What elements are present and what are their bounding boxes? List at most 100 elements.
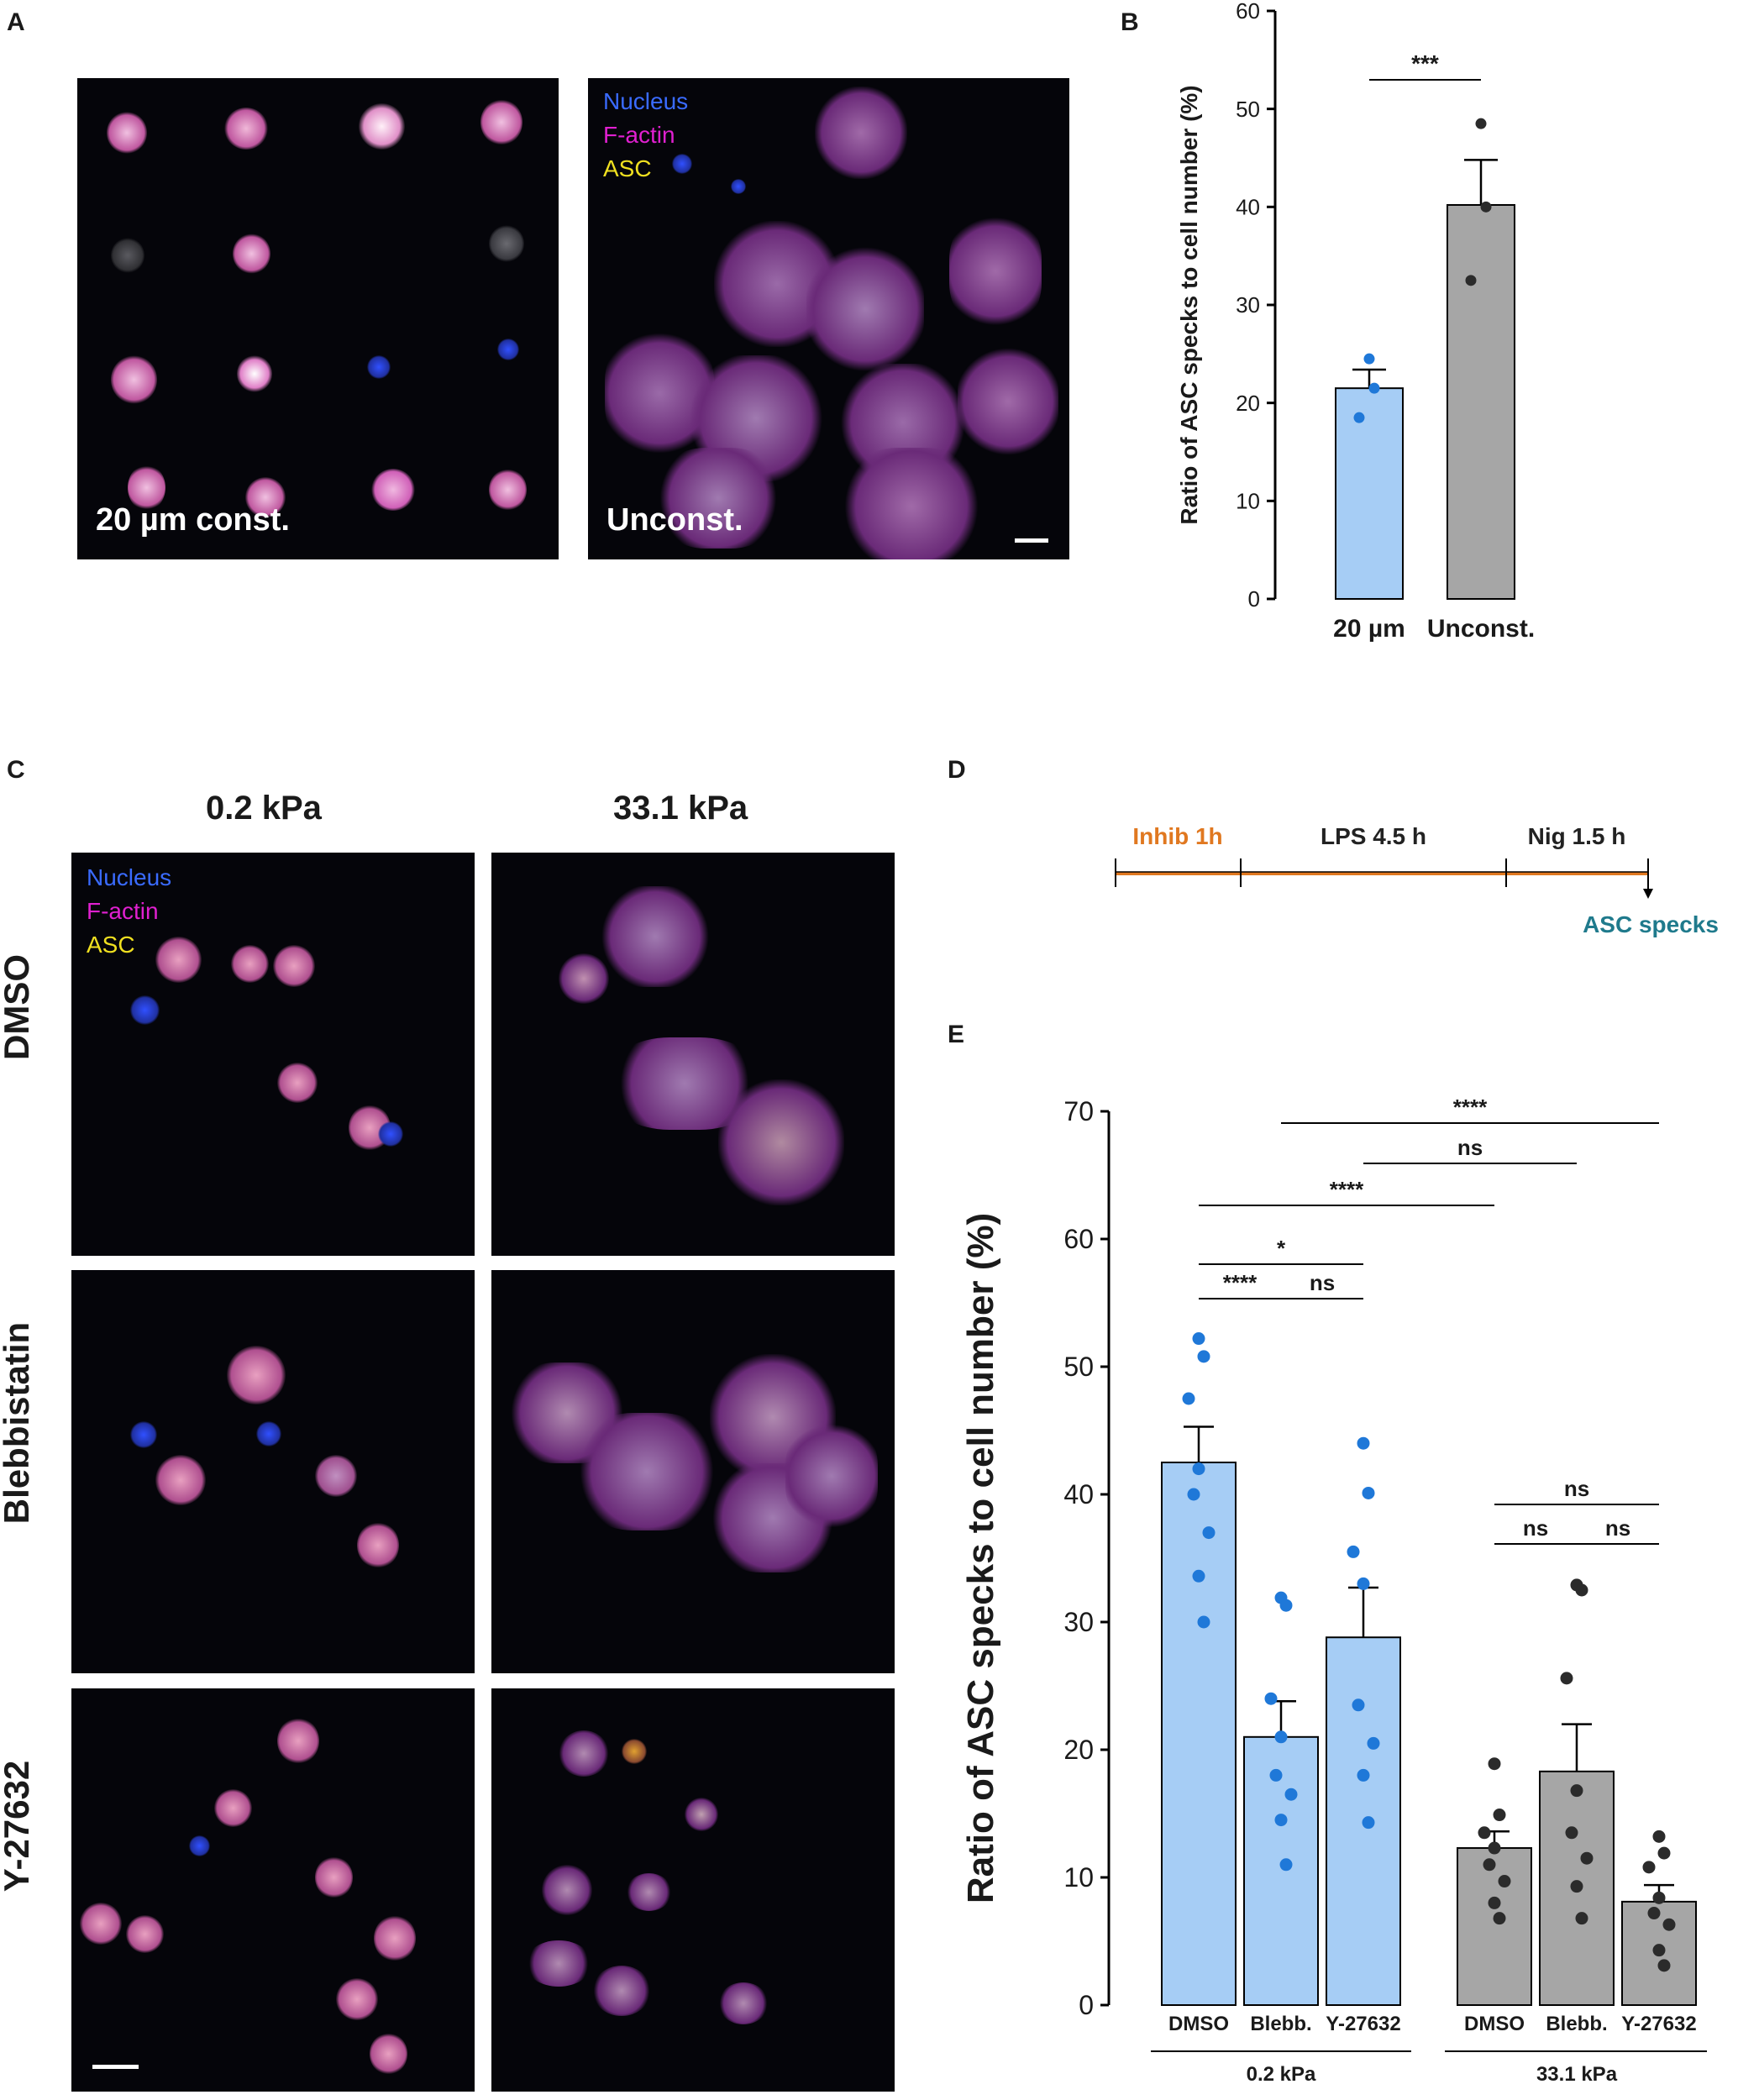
micrograph-stiff-blebbistatin	[491, 1270, 895, 1673]
timeline-diagram: Inhib 1h LPS 4.5 h Nig 1.5 h ASC specks	[1115, 823, 1719, 937]
group-label: 33.1 kPa	[1536, 2063, 1618, 2086]
x-tick-label: Y-27632	[1621, 2013, 1696, 2035]
significance-label: ****	[1453, 1095, 1488, 1120]
data-point	[1560, 1672, 1573, 1685]
y-tick-label: 30	[1236, 292, 1260, 318]
significance-label: ns	[1523, 1515, 1548, 1541]
scale-bar-c	[92, 2065, 139, 2069]
data-point	[1362, 1486, 1375, 1499]
data-point	[1570, 1880, 1583, 1893]
data-point	[1192, 1332, 1205, 1346]
data-point	[1279, 1599, 1293, 1612]
data-point	[1197, 1350, 1210, 1363]
timeline-step-inhib: Inhib 1h	[1132, 823, 1222, 849]
scale-bar	[1015, 538, 1048, 543]
data-point	[1478, 1826, 1491, 1840]
significance-label: *	[1277, 1236, 1286, 1261]
data-point	[1367, 1736, 1380, 1750]
data-point	[1274, 1814, 1288, 1827]
significance-label: ****	[1330, 1177, 1364, 1202]
micrograph-label-constrained: 20 µm const.	[96, 502, 290, 538]
significance-label: ns	[1457, 1135, 1483, 1160]
data-point	[1465, 275, 1477, 286]
data-point	[1488, 1896, 1501, 1909]
y-tick-label: 0	[1079, 1990, 1094, 2020]
data-point	[1662, 1918, 1676, 1931]
y-tick-label: 40	[1063, 1479, 1094, 1509]
data-point	[1575, 1583, 1588, 1597]
y-tick-label: 0	[1248, 586, 1260, 612]
row-header-blebbistatin: Blebbistatin	[0, 1321, 36, 1525]
legend-nucleus-c: Nucleus	[87, 864, 172, 890]
micrograph-soft-y27632	[71, 1688, 475, 2092]
legend-nucleus: Nucleus	[603, 88, 689, 114]
data-point	[1652, 1944, 1666, 1957]
y-tick-label: 60	[1063, 1224, 1094, 1254]
y-tick-label: 70	[1063, 1096, 1094, 1126]
timeline-step-nig: Nig 1.5 h	[1528, 823, 1626, 849]
significance-label: ns	[1564, 1476, 1589, 1501]
panel-letter-c: C	[7, 756, 25, 784]
x-tick-label: Unconst.	[1427, 615, 1535, 643]
micrograph-soft-dmso: Nucleus F-actin ASC	[71, 853, 475, 1256]
x-tick-label: 20 µm	[1333, 615, 1405, 643]
data-point	[1192, 1569, 1205, 1583]
y-tick-label: 50	[1063, 1352, 1094, 1382]
panel-letter-b: B	[1121, 8, 1139, 36]
bar	[1243, 1735, 1319, 2006]
x-tick-label: DMSO	[1464, 2013, 1525, 2035]
data-point	[1647, 1907, 1661, 1920]
data-point	[1488, 1757, 1501, 1771]
y-tick-label: 60	[1236, 0, 1260, 24]
data-point	[1368, 382, 1380, 394]
panel-letter-d: D	[948, 756, 966, 784]
bar	[1447, 204, 1515, 600]
x-tick-label: Y-27632	[1326, 2013, 1400, 2035]
y-tick-label: 30	[1063, 1607, 1094, 1637]
data-point	[1357, 1436, 1370, 1450]
y-tick-label: 10	[1063, 1862, 1094, 1893]
legend-factin: F-actin	[603, 122, 675, 148]
significance-label: ****	[1223, 1270, 1258, 1295]
data-point	[1493, 1912, 1506, 1925]
data-point	[1483, 1858, 1496, 1872]
data-point	[1488, 1841, 1501, 1855]
significance-label: ns	[1605, 1515, 1630, 1541]
data-point	[1284, 1788, 1298, 1801]
data-point	[1357, 1768, 1370, 1782]
data-point	[1353, 412, 1365, 423]
bar	[1335, 387, 1404, 600]
micrograph-stiff-y27632	[491, 1688, 895, 2092]
significance-label: ***	[1411, 50, 1439, 76]
data-point	[1202, 1526, 1216, 1540]
timeline-endpoint: ASC specks	[1583, 911, 1719, 937]
data-point	[1352, 1698, 1365, 1712]
x-tick-label: Blebb.	[1546, 2013, 1607, 2035]
data-point	[1493, 1809, 1506, 1822]
data-point	[1269, 1768, 1283, 1782]
panel-letter-a: A	[7, 8, 25, 36]
data-point	[1182, 1392, 1195, 1405]
data-point	[1565, 1826, 1578, 1840]
chart-b: 0 10 20 30 40 50 60 Ratio of ASC specks to cell…	[1176, 0, 1535, 643]
data-point	[1570, 1784, 1583, 1798]
y-axis-label: Ratio of ASC specks to cell number (%)	[1176, 85, 1202, 524]
y-tick-label: 10	[1236, 488, 1260, 513]
data-point	[1657, 1846, 1671, 1860]
data-point	[1362, 1816, 1375, 1830]
micrograph-stiff-dmso	[491, 853, 895, 1256]
data-point	[1274, 1730, 1288, 1744]
data-point	[1197, 1615, 1210, 1629]
y-tick-label: 20	[1063, 1735, 1094, 1765]
y-tick-label: 50	[1236, 97, 1260, 122]
micrograph-label-unconstrained: Unconst.	[606, 502, 743, 538]
chart-e: 0 10 20 30 40 50 60 70 Ratio of ASC specks to ce…	[960, 1095, 1707, 2086]
y-tick-label: 40	[1236, 194, 1260, 219]
group-label: 0.2 kPa	[1247, 2063, 1316, 2086]
legend-factin-c: F-actin	[87, 898, 159, 924]
data-point	[1264, 1692, 1278, 1705]
column-header-soft: 0.2 kPa	[206, 790, 322, 827]
data-point	[1480, 201, 1492, 213]
row-header-dmso: DMSO	[0, 954, 36, 1060]
data-point	[1498, 1875, 1511, 1888]
